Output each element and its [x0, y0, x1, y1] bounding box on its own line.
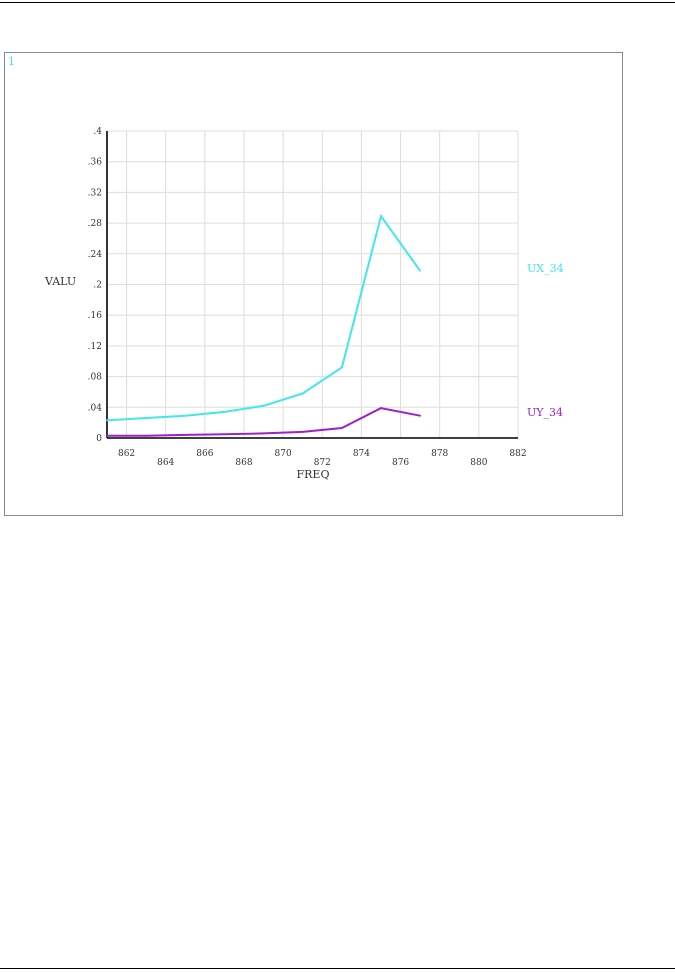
x-tick-label: 870 [275, 449, 292, 459]
y-tick-label: .08 [88, 373, 103, 383]
data-point [262, 404, 265, 407]
data-point [340, 427, 343, 429]
data-point [106, 419, 108, 422]
series-line-ux-34 [106, 213, 421, 422]
data-point [380, 215, 382, 218]
legend-label-uy-34: UY_34 [527, 406, 563, 419]
data-point [145, 434, 148, 437]
data-point [262, 432, 265, 435]
x-tick-label: 868 [235, 458, 252, 468]
y-tick-label: .4 [93, 127, 102, 137]
y-tick-label: .28 [88, 219, 103, 229]
page-bottom-rule [0, 968, 675, 969]
x-tick-label: 872 [314, 458, 331, 468]
x-tick-label: 874 [353, 449, 370, 459]
x-tick-label: 882 [509, 449, 526, 459]
y-tick-label: .36 [88, 158, 103, 168]
y-tick-label: .32 [88, 188, 102, 198]
grid [107, 130, 519, 439]
x-axis-label: FREQ [297, 468, 330, 481]
data-point [419, 414, 422, 417]
axes [106, 131, 518, 439]
y-tick-label: 0 [96, 434, 102, 444]
data-point [301, 430, 304, 433]
y-tick-label: .04 [88, 403, 103, 413]
series [106, 213, 422, 437]
data-point [223, 411, 226, 413]
x-tick-label: 866 [196, 449, 213, 459]
series-line-uy-34 [107, 407, 421, 437]
y-tick-label: .12 [88, 342, 102, 352]
legend-label-ux-34: UX_34 [527, 262, 564, 275]
data-point [184, 414, 187, 417]
x-tick-label: 876 [392, 458, 409, 468]
x-tick-label: 880 [470, 458, 487, 468]
data-point [380, 407, 382, 409]
page-top-rule [0, 2, 675, 3]
y-axis-label: VALU [44, 275, 76, 288]
x-tick-label: 862 [118, 449, 135, 459]
legend: UX_34 UY_34 [527, 262, 564, 419]
x-tick-label: 878 [431, 449, 448, 459]
data-point [419, 269, 422, 272]
data-point [145, 417, 148, 419]
tick-labels: 862 864 866 868 870 872 874 876 878 880 882 0 .04 .08… [88, 127, 527, 468]
data-point [340, 366, 343, 369]
y-tick-label: .2 [93, 281, 102, 291]
y-tick-label: .16 [88, 311, 103, 321]
x-tick-label: 864 [157, 458, 174, 468]
window-number: 1 [8, 55, 15, 68]
y-tick-label: .24 [88, 250, 103, 260]
data-point [301, 392, 304, 395]
data-point [223, 433, 226, 436]
data-point [184, 434, 187, 436]
data-point [106, 434, 108, 437]
